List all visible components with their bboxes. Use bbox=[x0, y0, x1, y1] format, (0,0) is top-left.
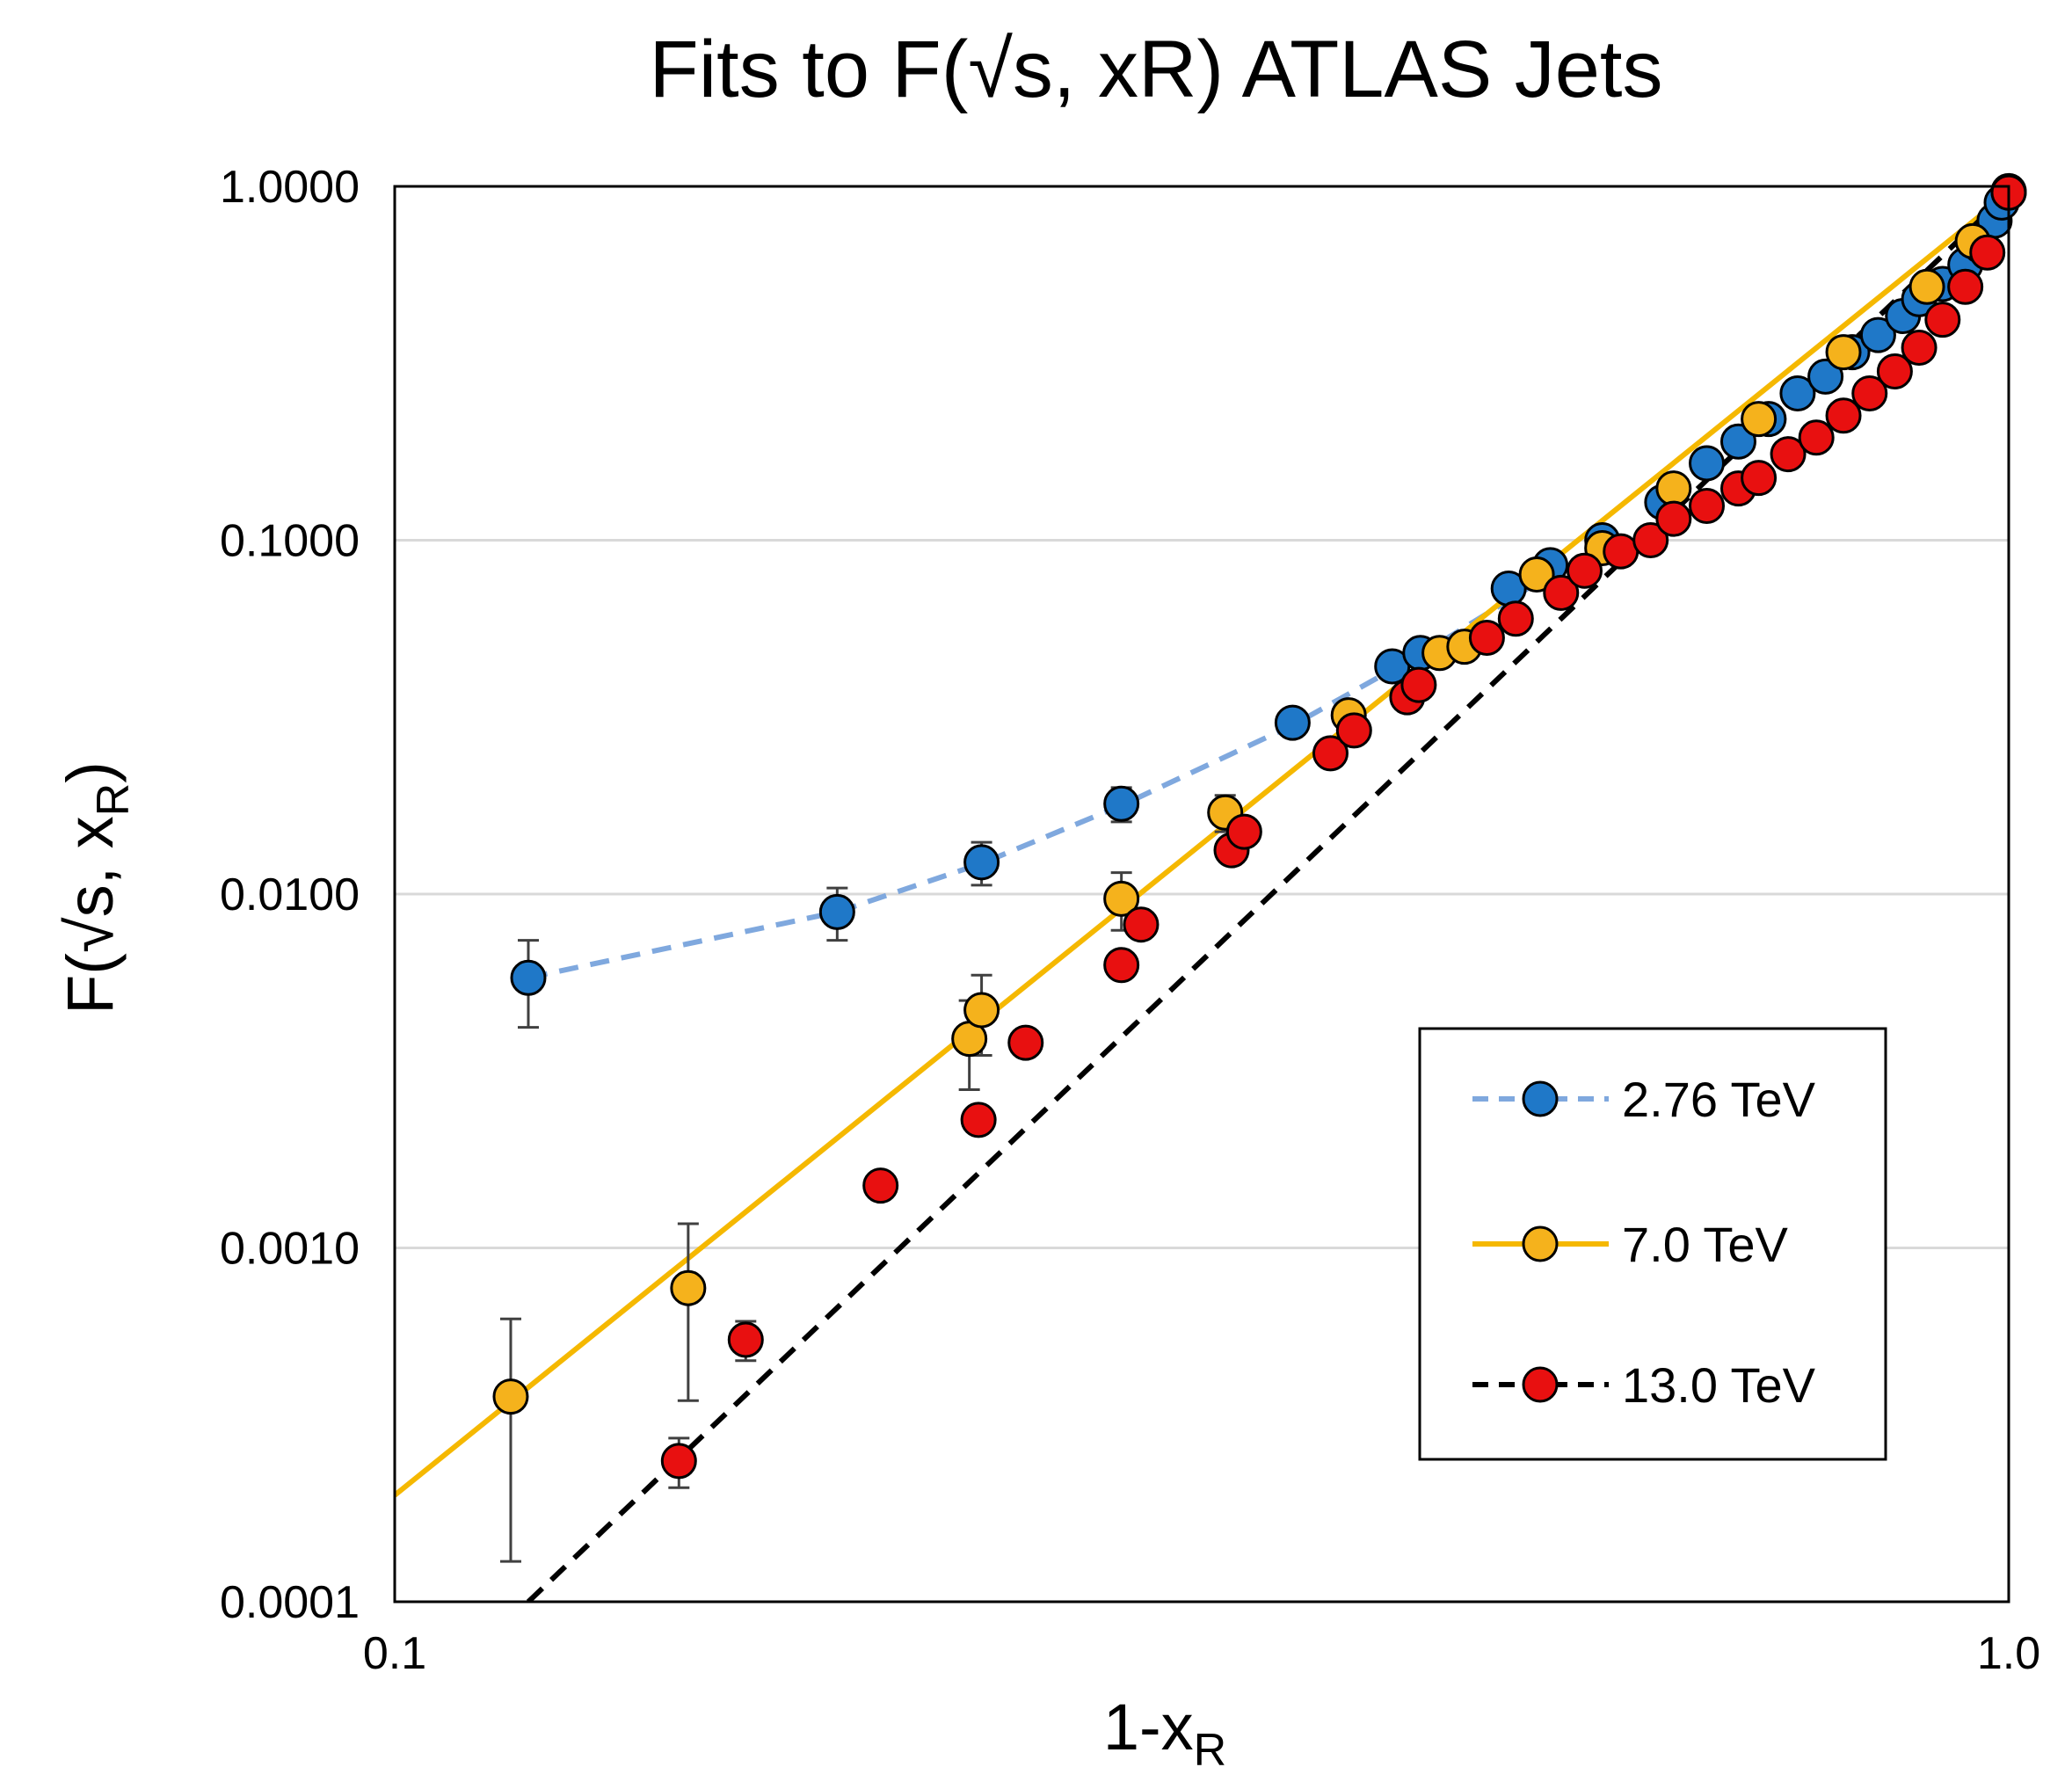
data-point-series-2 bbox=[1655, 500, 1692, 537]
legend: 2.76 TeV 7.0 TeV 13.0 TeV bbox=[1418, 1027, 1887, 1461]
y-tick-label: 0.1000 bbox=[220, 516, 360, 567]
data-point-series-2 bbox=[1632, 522, 1669, 558]
data-point-series-1 bbox=[1518, 556, 1555, 593]
data-point-series-2 bbox=[1497, 600, 1534, 637]
data-point-series-2 bbox=[1103, 947, 1140, 984]
data-point-series-2 bbox=[1947, 268, 1984, 305]
data-point-series-1 bbox=[1655, 470, 1692, 507]
data-point-series-0 bbox=[510, 959, 547, 996]
legend-label-series-0: 2.76 TeV bbox=[1622, 1072, 1816, 1127]
data-point-series-2 bbox=[1566, 552, 1603, 589]
data-point-series-2 bbox=[1798, 419, 1835, 456]
x-axis-label-main: 1-x bbox=[1103, 1691, 1194, 1764]
data-point-series-1 bbox=[670, 1269, 707, 1306]
data-point-series-2 bbox=[1851, 375, 1888, 411]
data-point-series-1 bbox=[1103, 880, 1140, 917]
data-point-series-2 bbox=[862, 1167, 899, 1204]
data-point-series-2 bbox=[1468, 619, 1505, 656]
data-point-series-0 bbox=[1779, 375, 1816, 411]
fit-line-series-1 bbox=[395, 190, 2009, 1498]
fit-line-series-0 bbox=[527, 571, 1552, 981]
fit-line-series-2 bbox=[526, 190, 2009, 1602]
data-point-series-1 bbox=[492, 1378, 529, 1415]
y-tick-label: 1.0000 bbox=[220, 162, 360, 213]
data-point-series-0 bbox=[818, 893, 855, 930]
y-axis-label-close: ) bbox=[54, 761, 127, 783]
data-point-series-0 bbox=[1103, 785, 1140, 822]
legend-label-series-2: 13.0 TeV bbox=[1622, 1357, 1816, 1413]
data-point-series-2 bbox=[1312, 735, 1349, 772]
data-point-series-2 bbox=[1543, 574, 1580, 611]
data-points bbox=[492, 172, 2027, 1480]
data-point-series-2 bbox=[1400, 666, 1437, 703]
y-axis-ticks: 0.0001 0.0010 0.0100 0.1000 1.0000 bbox=[220, 162, 360, 1628]
data-point-series-2 bbox=[660, 1443, 697, 1480]
data-point-series-0 bbox=[1807, 358, 1844, 395]
data-point-series-2 bbox=[1741, 460, 1778, 497]
plot-frame bbox=[393, 185, 2010, 1604]
data-point-series-2 bbox=[1123, 906, 1160, 943]
y-axis-label-main: F(√s, x bbox=[54, 816, 127, 1014]
data-point-series-1 bbox=[963, 992, 1000, 1029]
data-point-series-2 bbox=[1969, 234, 2006, 271]
y-axis-label-subscript: R bbox=[88, 783, 139, 817]
legend-label-series-1: 7.0 TeV bbox=[1622, 1217, 1789, 1272]
data-point-series-2 bbox=[1924, 302, 1961, 338]
x-axis-label-subscript: R bbox=[1194, 1725, 1227, 1776]
data-point-series-0 bbox=[963, 844, 1000, 881]
data-point-series-0 bbox=[1859, 316, 1896, 353]
y-tick-label: 0.0010 bbox=[220, 1224, 360, 1275]
data-point-series-0 bbox=[1274, 704, 1311, 741]
x-tick-label: 0.1 bbox=[363, 1628, 426, 1679]
y-axis-label: F(√s, xR) bbox=[54, 761, 139, 1014]
data-point-series-2 bbox=[1007, 1024, 1044, 1061]
data-point-series-2 bbox=[1603, 533, 1639, 570]
x-axis-ticks: 0.1 1.0 bbox=[363, 1628, 2040, 1679]
x-axis-label: 1-xR bbox=[1103, 1691, 1226, 1776]
y-tick-label: 0.0001 bbox=[220, 1577, 360, 1628]
data-point-series-2 bbox=[1770, 436, 1807, 473]
data-point-series-2 bbox=[1225, 813, 1262, 850]
y-tick-label: 0.0100 bbox=[220, 869, 360, 920]
legend-marker-series-0 bbox=[1522, 1080, 1559, 1117]
data-point-series-2 bbox=[1876, 353, 1913, 389]
data-point-series-2 bbox=[1901, 330, 1938, 367]
chart-title: Fits to F(√s, xR) ATLAS Jets bbox=[650, 25, 1663, 114]
data-point-series-2 bbox=[1689, 487, 1726, 524]
data-point-series-1 bbox=[1741, 401, 1778, 438]
legend-marker-series-1 bbox=[1522, 1225, 1559, 1262]
data-point-series-1 bbox=[1908, 268, 1945, 305]
legend-marker-series-2 bbox=[1522, 1366, 1559, 1403]
x-tick-label: 1.0 bbox=[1977, 1628, 2040, 1679]
data-point-series-2 bbox=[1825, 397, 1862, 434]
data-point-series-2 bbox=[960, 1102, 997, 1138]
data-point-series-2 bbox=[1335, 712, 1372, 749]
data-point-series-2 bbox=[727, 1321, 764, 1358]
data-point-series-0 bbox=[1689, 445, 1726, 482]
data-point-series-1 bbox=[1825, 334, 1862, 371]
data-point-series-0 bbox=[1719, 423, 1756, 460]
